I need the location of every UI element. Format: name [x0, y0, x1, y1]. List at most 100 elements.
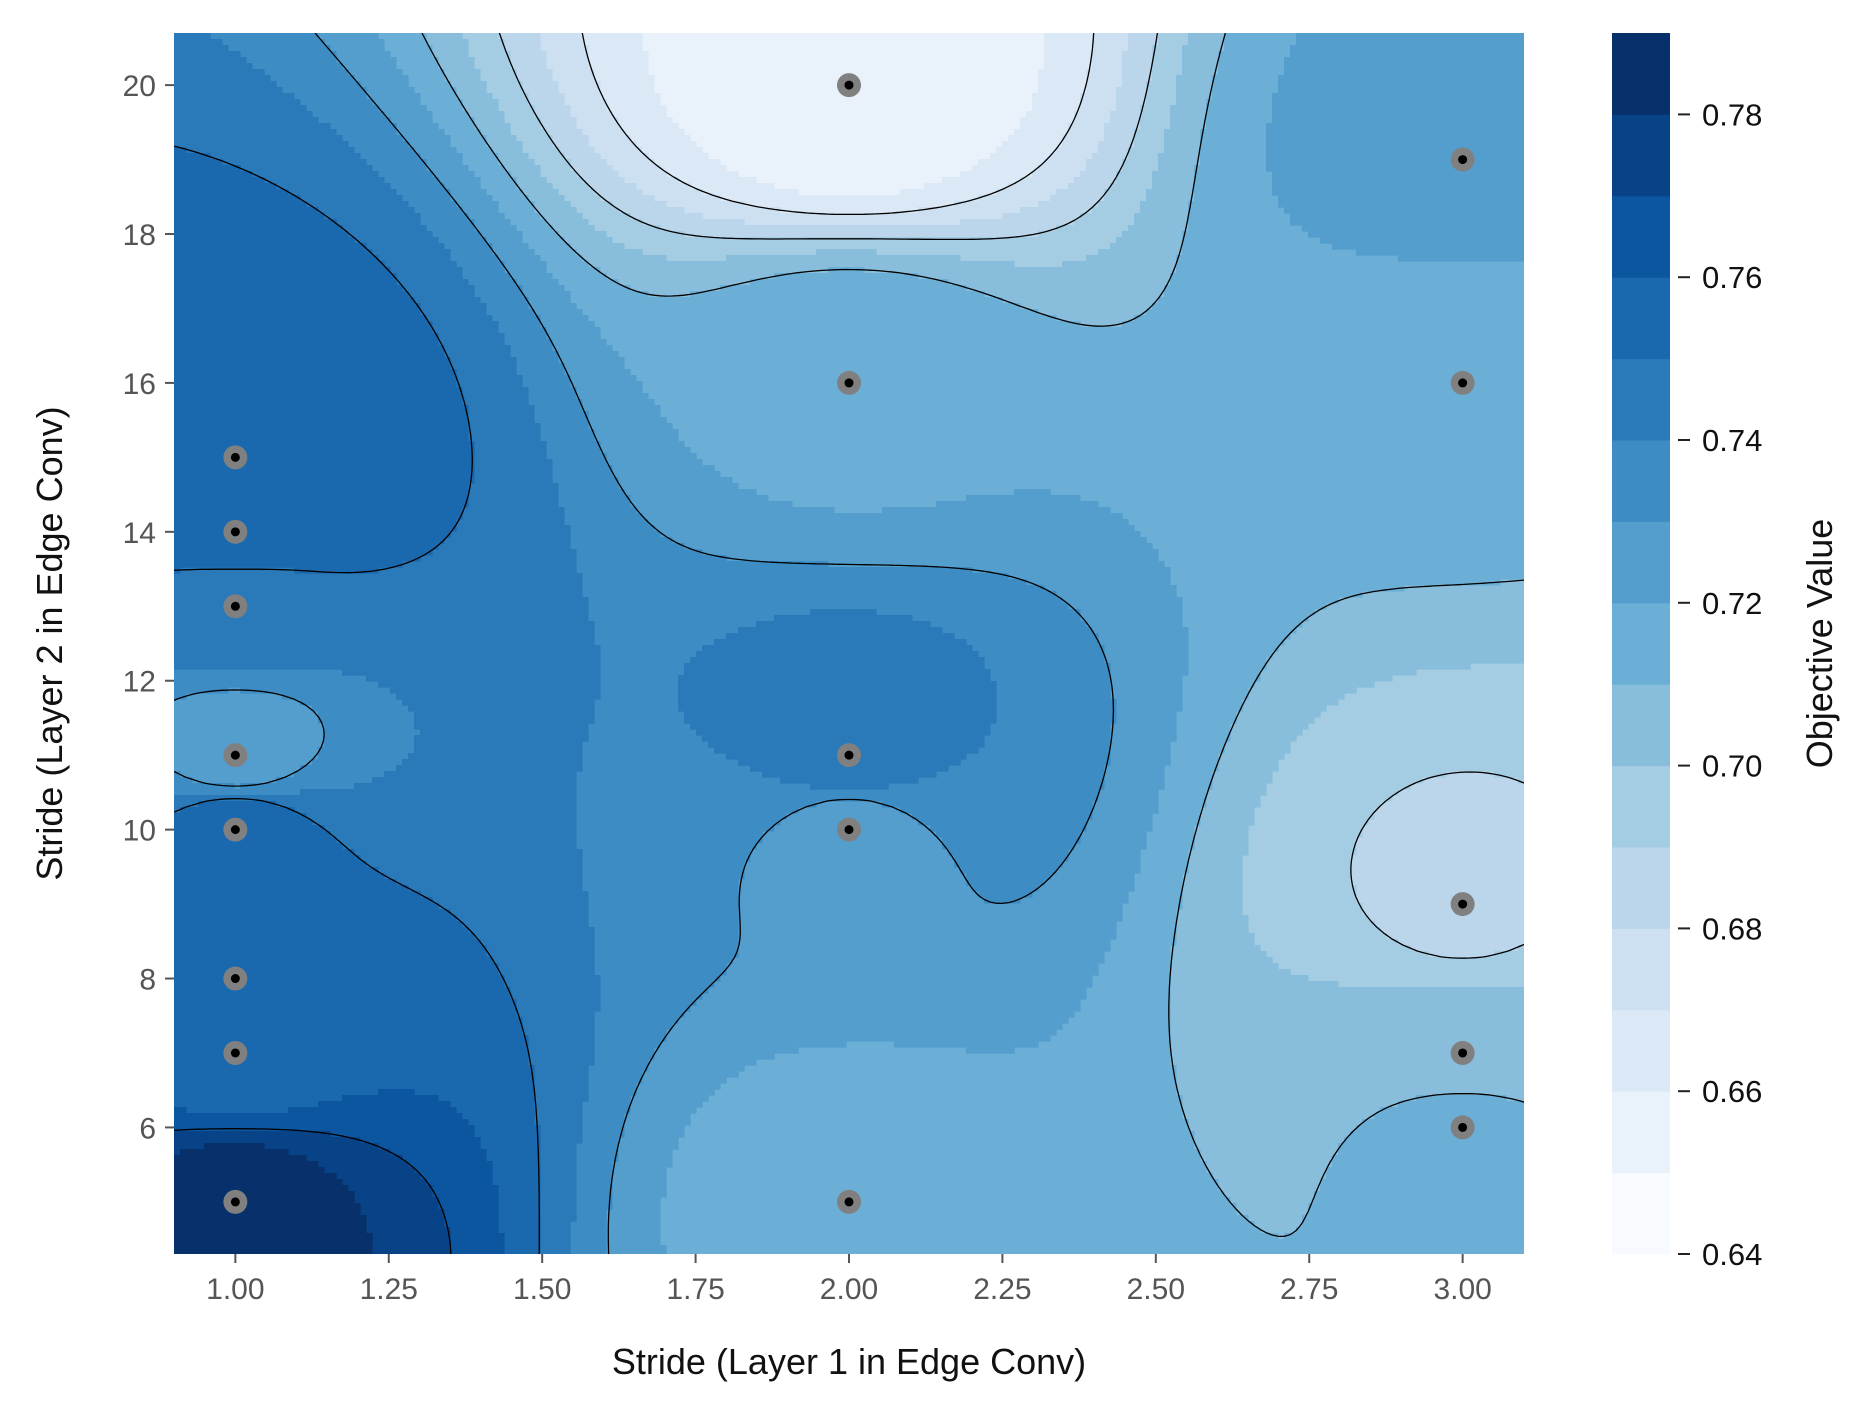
y-axis: 6 8 10 12 14 16 18 20: [123, 70, 174, 1145]
trial-point: [1450, 147, 1475, 172]
contour-band: [174, 1089, 505, 1254]
colorbar-tick-label: 0.78: [1702, 97, 1762, 132]
trial-marker-inner: [230, 527, 240, 537]
colorbar-segment: [1612, 602, 1670, 685]
contour-band: [174, 1131, 451, 1254]
trial-point: [1450, 1040, 1475, 1065]
trial-point: [223, 1189, 248, 1214]
trial-point: [223, 519, 248, 544]
trial-point: [223, 817, 248, 842]
colorbar: 0.64 0.66 0.68 0.70 0.72 0.74 0.76 0.78: [1612, 33, 1762, 1272]
trial-marker-inner: [844, 750, 854, 760]
contour-band: [174, 1143, 373, 1254]
trial-marker-inner: [230, 1197, 240, 1207]
contour-band: [174, 147, 541, 1254]
x-tick-label: 1.50: [513, 1273, 571, 1306]
colorbar-segment: [1612, 33, 1670, 115]
contour-lines: [174, 33, 1524, 1254]
contour-band: [378, 33, 1524, 1254]
contour-line: [174, 33, 1115, 1254]
trial-marker-inner: [230, 750, 240, 760]
colorbar-tick-label: 0.66: [1702, 1074, 1762, 1109]
colorbar-segment: [1612, 358, 1670, 441]
contour-line: [174, 1128, 452, 1254]
contour-band: [174, 33, 1524, 1254]
y-tick-label: 20: [123, 70, 156, 103]
colorbar-segment: [1612, 765, 1670, 848]
trial-point: [837, 73, 861, 98]
y-tick-label: 16: [123, 368, 156, 401]
y-tick-label: 18: [123, 219, 156, 252]
colorbar-tick-label: 0.68: [1702, 911, 1762, 946]
contour-band: [642, 33, 1045, 196]
contour-bands: [174, 33, 1524, 1254]
trial-marker-inner: [230, 974, 240, 984]
colorbar-segment: [1612, 928, 1670, 1011]
x-tick-label: 3.00: [1433, 1273, 1491, 1306]
trial-points: [223, 73, 1475, 1214]
contour-band: [174, 33, 997, 1254]
colorbar-segment: [1612, 277, 1670, 360]
colorbar-segment: [1612, 1091, 1670, 1174]
colorbar-label: Objective Value: [1799, 519, 1840, 768]
trial-marker-inner: [230, 1048, 240, 1058]
colorbar-segment: [1612, 1172, 1670, 1255]
x-axis-label: Stride (Layer 1 in Edge Conv): [612, 1341, 1086, 1382]
colorbar-tick-label: 0.64: [1702, 1237, 1762, 1272]
contour-band: [582, 33, 1093, 214]
x-tick-label: 2.75: [1280, 1273, 1338, 1306]
trial-marker-inner: [844, 80, 854, 90]
trial-marker-inner: [1458, 1122, 1468, 1132]
trial-marker-inner: [1458, 378, 1468, 388]
trial-marker-inner: [230, 825, 240, 835]
trial-point: [223, 1040, 248, 1065]
colorbar-segment: [1612, 114, 1670, 197]
trial-marker-inner: [844, 1197, 854, 1207]
x-tick-label: 1.00: [206, 1273, 264, 1306]
trial-point: [223, 743, 248, 768]
x-tick-label: 2.00: [820, 1273, 878, 1306]
trial-point: [837, 817, 861, 842]
y-tick-label: 10: [123, 815, 156, 848]
x-tick-label: 2.25: [973, 1273, 1031, 1306]
colorbar-tick-label: 0.70: [1702, 749, 1762, 784]
y-tick-label: 6: [139, 1112, 156, 1145]
trial-point: [1450, 370, 1475, 395]
colorbar-segment: [1612, 521, 1670, 604]
x-tick-label: 2.50: [1127, 1273, 1185, 1306]
colorbar-tick-label: 0.72: [1702, 586, 1762, 621]
trial-marker-inner: [230, 601, 240, 611]
colorbar-segment: [1612, 847, 1670, 929]
y-tick-label: 8: [139, 964, 156, 997]
colorbar-segment: [1612, 195, 1670, 278]
trial-marker-inner: [1458, 1048, 1468, 1058]
x-tick-label: 1.25: [360, 1273, 418, 1306]
trial-marker-inner: [1458, 155, 1468, 165]
trial-marker-inner: [1458, 899, 1468, 909]
x-axis: 1.00 1.25 1.50 1.75 2.00 2.25 2.50 2.75 3.00: [206, 1254, 1492, 1306]
trial-marker-inner: [844, 378, 854, 388]
colorbar-tick-label: 0.74: [1702, 423, 1762, 458]
trial-point: [837, 370, 861, 395]
contour-band: [426, 33, 1524, 1240]
contour-line: [421, 33, 1524, 1238]
contour-line: [174, 145, 540, 1254]
trial-marker-inner: [844, 825, 854, 835]
trial-point: [223, 594, 248, 619]
colorbar-segment: [1612, 1009, 1670, 1092]
colorbar-tick-label: 0.76: [1702, 260, 1762, 295]
colorbar-segment: [1612, 684, 1670, 767]
trial-point: [837, 1189, 861, 1214]
colorbar-segment: [1612, 440, 1670, 522]
plot-area: [174, 33, 1524, 1254]
trial-point: [223, 445, 248, 470]
trial-marker-inner: [230, 452, 240, 462]
contour-line: [581, 33, 1095, 216]
y-axis-label: Stride (Layer 2 in Edge Conv): [29, 406, 70, 880]
contour-band: [174, 33, 1117, 1254]
trial-point: [837, 743, 861, 768]
x-tick-label: 1.75: [666, 1273, 724, 1306]
trial-point: [1450, 1115, 1475, 1140]
contour-band: [498, 33, 1524, 958]
